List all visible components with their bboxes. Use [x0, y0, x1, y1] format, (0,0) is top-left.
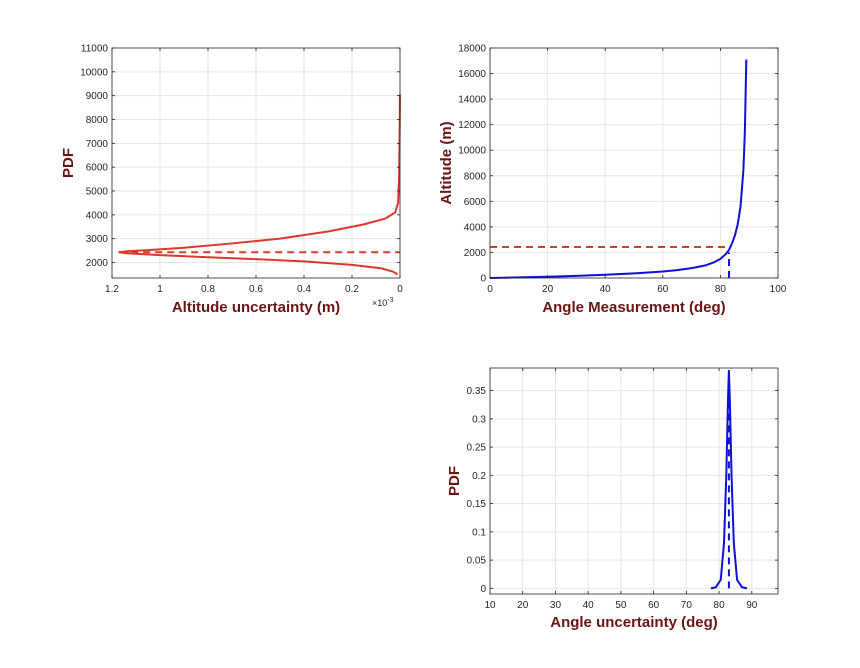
y-tick-label: 3000 [86, 234, 109, 245]
y-tick-label: 14000 [458, 95, 486, 106]
x-tick-label: 60 [657, 284, 669, 295]
y-tick-label: 2000 [464, 248, 487, 259]
angle-pdf-chart: 10 20 30 40 50 60 70 80 90 0 0.05 0.1 0.15 0.2 0.25 0.3… [446, 367, 779, 631]
altitude-pdf-series [118, 94, 401, 276]
y-tick-label: 11000 [81, 44, 109, 55]
y-tick-label: 0.35 [467, 386, 487, 397]
x-tick-label: 20 [542, 284, 554, 295]
x-tick-label: 60 [648, 600, 660, 611]
y-tick-label: 6000 [464, 197, 487, 208]
altitude-pdf-x-exponent-power: -3 [387, 297, 393, 304]
angle-pdf-series [710, 369, 748, 590]
x-tick-label: 90 [746, 600, 758, 611]
x-tick-label: 40 [600, 284, 612, 295]
y-tick-label: 0 [480, 274, 486, 285]
series-line [118, 94, 401, 276]
x-tick-label: 10 [484, 600, 496, 611]
y-tick-label: 0.25 [467, 443, 487, 454]
y-tick-label: 5000 [86, 187, 109, 198]
y-tick-label: 16000 [458, 69, 486, 80]
x-tick-label: 80 [715, 284, 727, 295]
y-tick-label: 0.3 [472, 414, 486, 425]
altitude-vs-angle-ticks: 0 20 40 60 80 100 0 2000 4000 6000 8000 10000 12000 1… [458, 44, 787, 296]
x-tick-label: 1.2 [105, 284, 119, 295]
x-tick-label: 0 [397, 284, 403, 295]
y-tick-label: 6000 [86, 163, 109, 174]
altitude-vs-angle-xlabel: Angle Measurement (deg) [542, 299, 725, 316]
angle-pdf-ticks: 10 20 30 40 50 60 70 80 90 0 0.05 0.1 0.15 0.2 0.25 0.3… [467, 368, 778, 611]
y-tick-label: 0.2 [472, 471, 486, 482]
y-tick-label: 0.15 [467, 499, 487, 510]
x-tick-label: 80 [714, 600, 726, 611]
altitude-vs-angle-series [489, 59, 748, 279]
y-tick-label: 12000 [458, 120, 486, 131]
y-tick-label: 18000 [458, 44, 486, 55]
y-tick-label: 9000 [86, 91, 109, 102]
y-tick-label: 2000 [86, 258, 109, 269]
x-tick-label: 0.8 [201, 284, 215, 295]
x-tick-label: 40 [583, 600, 595, 611]
y-tick-label: 8000 [86, 115, 109, 126]
angle-pdf-xlabel: Angle uncertainty (deg) [550, 614, 718, 631]
y-tick-label: 8000 [464, 171, 487, 182]
y-tick-label: 10000 [80, 67, 108, 78]
x-tick-label: 0.2 [345, 284, 359, 295]
angle-pdf-frame [489, 367, 779, 595]
altitude-vs-angle-ylabel: Altitude (m) [438, 121, 455, 204]
x-tick-label: 20 [517, 600, 529, 611]
altitude-pdf-x-exponent-base: ×10 [372, 298, 387, 308]
altitude-pdf-ylabel: PDF [60, 148, 77, 178]
altitude-pdf-x-exponent: ×10-3 [372, 297, 394, 308]
altitude-pdf-ticks: 1.2 1 0.8 0.6 0.4 0.2 0 2000 3000 4000 5000 6000 700… [80, 44, 403, 296]
altitude-vs-angle-chart: 0 20 40 60 80 100 0 2000 4000 6000 8000 10000 12000 1… [438, 44, 787, 317]
x-tick-label: 1 [157, 284, 163, 295]
y-tick-label: 7000 [86, 139, 109, 150]
y-tick-label: 0.05 [467, 556, 487, 567]
altitude-pdf-chart: 1.2 1 0.8 0.6 0.4 0.2 0 2000 3000 4000 5000 6000 700… [60, 44, 403, 317]
y-tick-label: 0 [480, 584, 486, 595]
altitude-pdf-xlabel: Altitude uncertainty (m) [172, 299, 340, 316]
angle-pdf-ylabel: PDF [446, 466, 463, 496]
y-tick-label: 10000 [458, 146, 486, 157]
x-tick-label: 0.4 [297, 284, 311, 295]
x-tick-label: 70 [681, 600, 693, 611]
x-tick-label: 30 [550, 600, 562, 611]
series-line [489, 59, 748, 279]
x-tick-label: 100 [770, 284, 787, 295]
x-tick-label: 50 [615, 600, 627, 611]
y-tick-label: 0.1 [472, 527, 486, 538]
x-tick-label: 0.6 [249, 284, 263, 295]
y-tick-label: 4000 [464, 222, 487, 233]
y-tick-label: 4000 [86, 210, 109, 221]
altitude-vs-angle-frame [489, 47, 779, 279]
x-tick-label: 0 [487, 284, 493, 295]
